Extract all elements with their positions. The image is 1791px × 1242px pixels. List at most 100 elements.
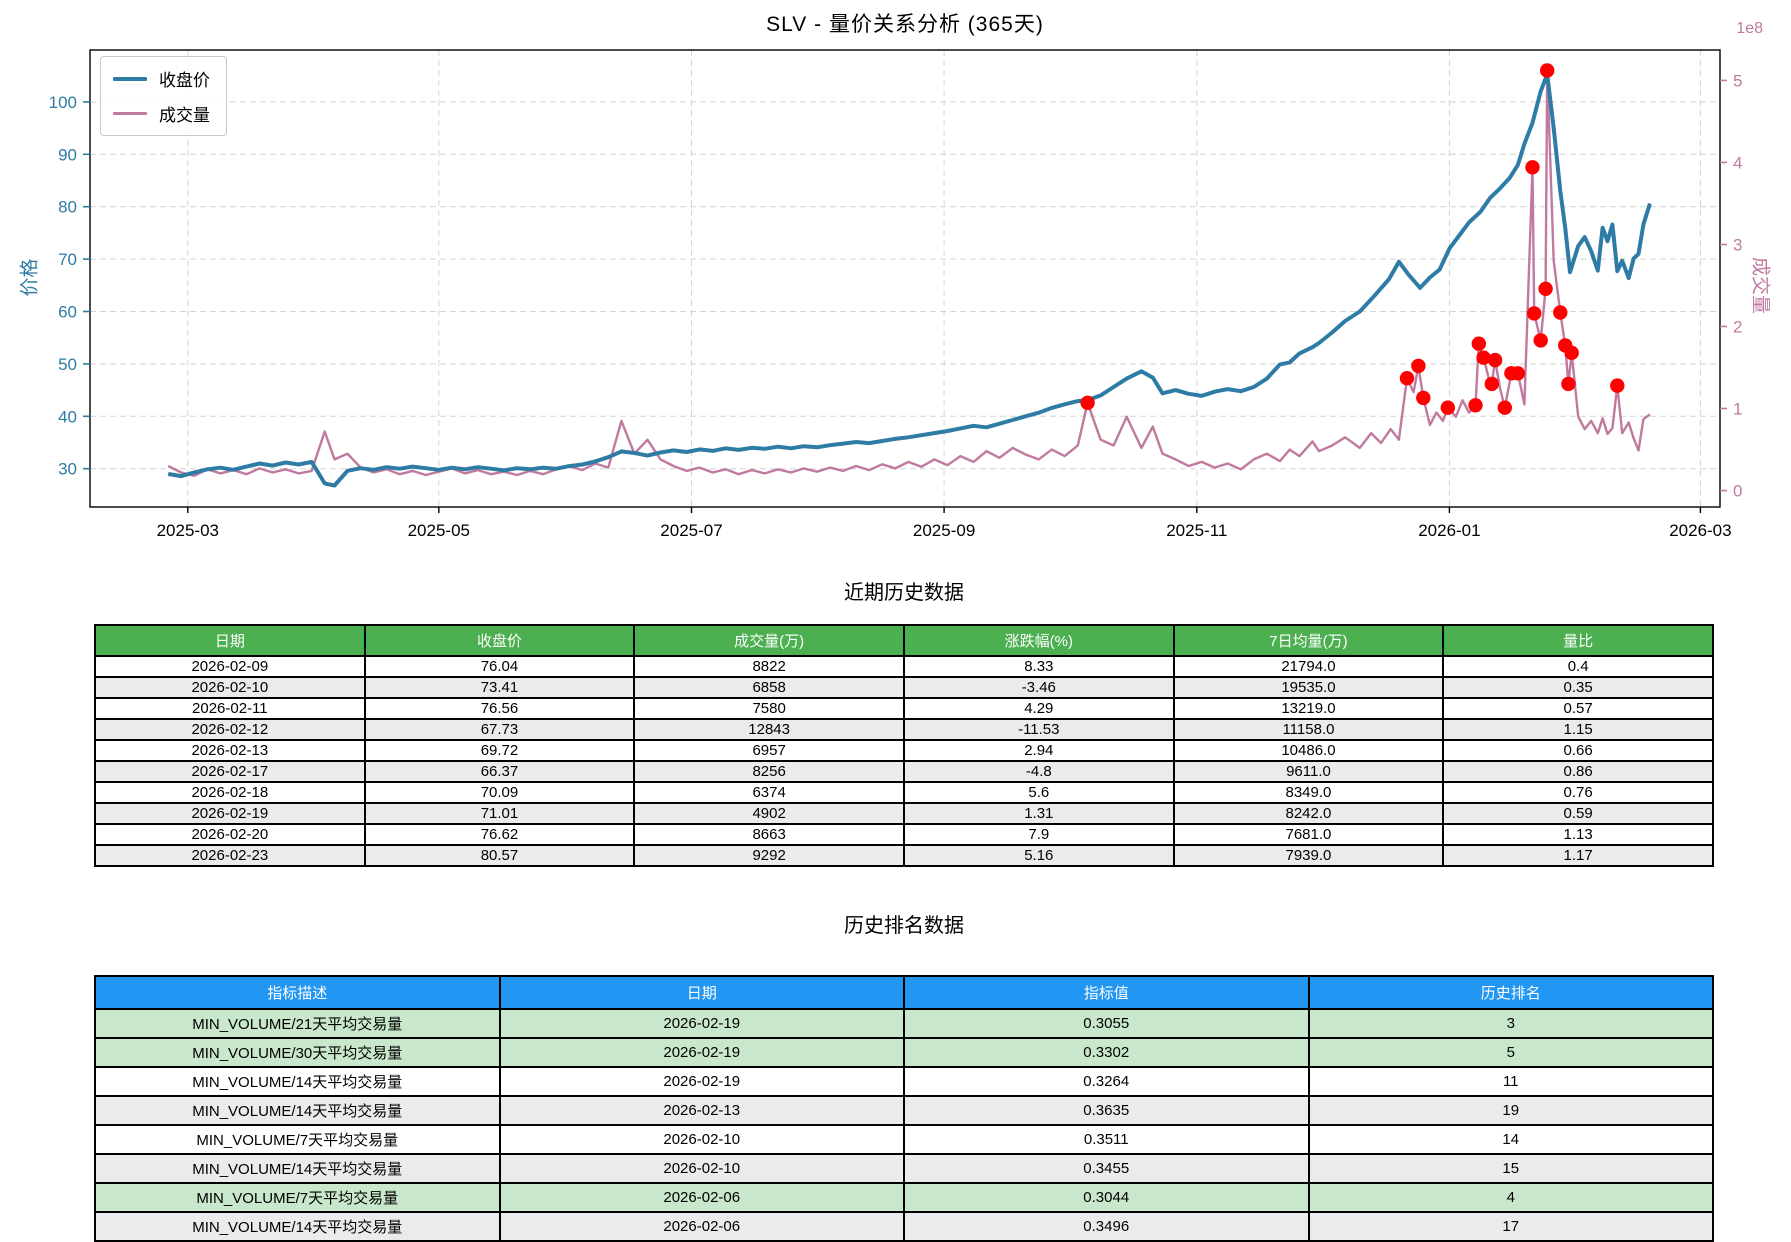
table-cell: 80.57	[363, 844, 636, 867]
table-cell: MIN_VOLUME/14天平均交易量	[94, 1211, 501, 1242]
table-cell: 8349.0	[1172, 781, 1445, 804]
volume-tick-label: 4	[1733, 153, 1742, 172]
chart-title: SLV - 量价关系分析 (365天)	[766, 13, 1044, 36]
table-cell: 2026-02-19	[498, 1066, 905, 1097]
price-tick-label: 70	[58, 250, 77, 269]
table-cell: 1.13	[1442, 823, 1714, 846]
high-volume-dot	[1484, 376, 1500, 392]
plot-border	[89, 49, 1721, 508]
table-cell: 2026-02-13	[498, 1095, 905, 1126]
table-cell: 76.56	[363, 697, 636, 720]
high-volume-dot	[1533, 333, 1548, 348]
table-cell: 0.3264	[903, 1066, 1310, 1097]
table-cell: 2026-02-18	[94, 781, 366, 804]
table-row: 2026-02-10 73.41 6858 -3.46 19535.0 0.35	[94, 676, 1714, 699]
table-cell: 7.9	[902, 823, 1175, 846]
table-cell: 0.3511	[903, 1124, 1310, 1155]
table-cell: 2026-02-10	[498, 1124, 905, 1155]
legend-item-volume: 成交量	[113, 101, 210, 126]
table-cell: 6858	[633, 676, 905, 699]
table-cell: 7580	[633, 697, 905, 720]
table-cell: 1.31	[902, 802, 1175, 825]
recent-history-table: 日期 收盘价 成交量(万) 涨跌幅(%) 7日均量(万) 量比 2026-02-09 76.…	[94, 624, 1714, 867]
ranking-title: 历史排名数据	[844, 915, 964, 937]
table-cell: 66.37	[363, 760, 636, 783]
table-cell: 4	[1307, 1182, 1714, 1213]
table-cell: 0.57	[1442, 697, 1714, 720]
close-price-line-swatch	[113, 76, 147, 81]
table-cell: 73.41	[363, 676, 636, 699]
legend-item-close: 收盘价	[113, 66, 210, 91]
table-cell: 19535.0	[1172, 676, 1445, 699]
table-row: MIN_VOLUME/21天平均交易量 2026-02-19 0.3055 3	[94, 1008, 1714, 1039]
table-cell: 76.62	[363, 823, 636, 846]
table-cell: 0.59	[1442, 802, 1714, 825]
price-tick-label: 100	[49, 93, 77, 112]
recent-history-title: 近期历史数据	[844, 582, 964, 604]
table-cell: 15	[1307, 1153, 1714, 1184]
price-tick-label: 80	[58, 198, 77, 217]
table-cell: 10486.0	[1172, 739, 1445, 762]
table-cell: 0.3302	[903, 1037, 1310, 1068]
table-cell: -4.8	[902, 760, 1175, 783]
column-header: 7日均量(万)	[1172, 624, 1445, 657]
table-cell: 12843	[633, 718, 905, 741]
volume-tick-label: 5	[1733, 71, 1742, 90]
ranking-table: 指标描述 日期 指标值 历史排名 MIN_VOLUME/21天平均交易量 2026-02…	[94, 975, 1714, 1242]
high-volume-dot	[1538, 281, 1553, 296]
high-volume-dot	[1476, 350, 1491, 365]
table-cell: MIN_VOLUME/7天平均交易量	[94, 1182, 501, 1213]
table-cell: 6374	[633, 781, 905, 804]
table-row: 2026-02-23 80.57 9292 5.16 7939.0 1.17	[94, 844, 1714, 867]
table-cell: 0.3496	[903, 1211, 1310, 1242]
high-volume-dot	[1487, 352, 1503, 368]
price-volume-plot: 2025-03 2025-05 2025-07 2025-09 2025-11 2026-…	[49, 49, 1742, 540]
table-row: 2026-02-18 70.09 6374 5.6 8349.0 0.76	[94, 781, 1714, 804]
high-volume-dot	[1561, 376, 1576, 392]
x-tick-label: 2026-03	[1669, 521, 1731, 540]
table-row: 2026-02-12 67.73 12843 -11.53 11158.0 1.15	[94, 718, 1714, 741]
table-cell: 70.09	[363, 781, 636, 804]
table-cell: 19	[1307, 1095, 1714, 1126]
table-cell: 2026-02-19	[498, 1037, 905, 1068]
table-row: MIN_VOLUME/30天平均交易量 2026-02-19 0.3302 5	[94, 1037, 1714, 1068]
table-row: 2026-02-09 76.04 8822 8.33 21794.0 0.4	[94, 655, 1714, 678]
high-volume-dot	[1471, 336, 1487, 351]
table-cell: 0.86	[1442, 760, 1714, 783]
high-volume-dot	[1527, 306, 1542, 321]
table-cell: 0.3455	[903, 1153, 1310, 1184]
high-volume-dot	[1440, 400, 1456, 415]
table-cell: 2026-02-10	[94, 676, 366, 699]
price-axis-ticks: 30 40 50 60 70 80 90 100	[49, 93, 90, 479]
x-tick-label: 2025-05	[408, 521, 470, 540]
high-volume-dot	[1553, 305, 1568, 320]
table-row: 2026-02-11 76.56 7580 4.29 13219.0 0.57	[94, 697, 1714, 720]
table-cell: 69.72	[363, 739, 636, 762]
x-tick-label: 2025-09	[913, 521, 975, 540]
volume-axis-offset-label: 1e8	[1736, 20, 1763, 37]
table-cell: 8663	[633, 823, 905, 846]
volume-tick-label: 0	[1733, 482, 1742, 501]
table-cell: 0.4	[1442, 655, 1714, 678]
column-header: 成交量(万)	[633, 624, 905, 657]
table-cell: 11158.0	[1172, 718, 1445, 741]
volume-axis-ticks: 0 1 2 3 4 5	[1720, 71, 1742, 501]
table-cell: MIN_VOLUME/21天平均交易量	[94, 1008, 501, 1039]
table-cell: 1.15	[1442, 718, 1714, 741]
table-cell: 2026-02-06	[498, 1182, 905, 1213]
table-cell: 2026-02-17	[94, 760, 366, 783]
table-cell: 9611.0	[1172, 760, 1445, 783]
price-volume-chart: SLV - 量价关系分析 (365天) 1e8 价格 成交量 收盘价 成交量 2…	[0, 0, 1791, 578]
table-row: 2026-02-13 69.72 6957 2.94 10486.0 0.66	[94, 739, 1714, 762]
price-tick-label: 30	[58, 460, 77, 479]
table-cell: 2026-02-20	[94, 823, 366, 846]
high-volume-dot	[1411, 358, 1426, 374]
table-cell: 2026-02-23	[94, 844, 366, 867]
table-row: MIN_VOLUME/7天平均交易量 2026-02-10 0.3511 14	[94, 1124, 1714, 1155]
table-cell: 0.3635	[903, 1095, 1310, 1126]
table-cell: 17	[1307, 1211, 1714, 1242]
price-axis-label: 价格	[19, 258, 41, 297]
x-tick-label: 2025-03	[157, 521, 219, 540]
table-cell: 14	[1307, 1124, 1714, 1155]
